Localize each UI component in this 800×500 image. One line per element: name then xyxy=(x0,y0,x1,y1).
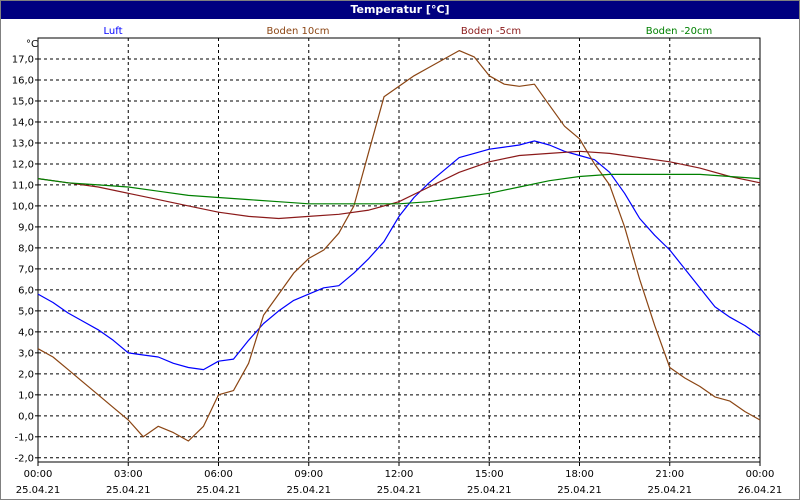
y-tick-label: 6,0 xyxy=(18,285,34,296)
y-tick-label: 11,0 xyxy=(12,180,34,191)
y-tick-label: 2,0 xyxy=(18,369,34,380)
y-tick-label: -1,0 xyxy=(14,432,34,443)
legend: Luft Boden 10cm Boden -5cm Boden -20cm xyxy=(104,26,713,37)
y-tick-label: 5,0 xyxy=(18,306,34,317)
y-tick-label: 8,0 xyxy=(18,243,34,254)
x-axis-ticks: 00:00 25.04.21 03:00 25.04.21 06:00 25.04.21 0… xyxy=(16,462,783,496)
y-tick-label: 13,0 xyxy=(12,138,34,149)
y-tick-label: 14,0 xyxy=(12,117,34,128)
y-tick-label: 7,0 xyxy=(18,264,34,275)
x-tick-date: 25.04.21 xyxy=(286,485,331,496)
y-tick-label: 4,0 xyxy=(18,327,34,338)
chart-title: Temperatur [°C] xyxy=(1,1,799,19)
y-tick-label: 3,0 xyxy=(18,348,34,359)
y-tick-label: 9,0 xyxy=(18,222,34,233)
series-line-3 xyxy=(37,150,761,220)
legend-entry: Luft xyxy=(104,26,123,37)
x-tick-time: 00:00 xyxy=(746,469,775,480)
y-tick-label: 1,0 xyxy=(18,390,34,401)
series-lines xyxy=(37,49,761,442)
y-tick-label: 15,0 xyxy=(12,96,34,107)
grid xyxy=(38,38,760,462)
series-line-4 xyxy=(37,173,761,205)
legend-entry: Boden 10cm xyxy=(267,26,330,37)
x-tick-time: 06:00 xyxy=(204,469,233,480)
x-tick-date: 25.04.21 xyxy=(16,485,61,496)
x-tick-time: 18:00 xyxy=(565,469,594,480)
x-tick-date: 25.04.21 xyxy=(467,485,512,496)
x-tick-date: 25.04.21 xyxy=(377,485,422,496)
x-tick-time: 03:00 xyxy=(114,469,143,480)
x-tick-date: 25.04.21 xyxy=(647,485,692,496)
y-tick-label: 17,0 xyxy=(12,54,34,65)
x-tick-time: 00:00 xyxy=(24,469,53,480)
x-tick-time: 15:00 xyxy=(475,469,504,480)
y-tick-label: 10,0 xyxy=(12,201,34,212)
y-axis-unit: °C xyxy=(26,39,38,50)
y-tick-label: 16,0 xyxy=(12,75,34,86)
x-tick-time: 21:00 xyxy=(655,469,684,480)
x-tick-date: 25.04.21 xyxy=(557,485,602,496)
y-axis-ticks: 17,0 16,0 15,0 14,0 13,0 12,0 11,0 10,0 9,0 8,0 7,… xyxy=(12,54,38,464)
legend-entry: Boden -20cm xyxy=(646,26,713,37)
x-tick-time: 12:00 xyxy=(385,469,414,480)
y-tick-label: 12,0 xyxy=(12,159,34,170)
series-line-1 xyxy=(37,140,761,371)
x-tick-date: 25.04.21 xyxy=(196,485,241,496)
y-tick-label: 0,0 xyxy=(18,411,34,422)
legend-entry: Boden -5cm xyxy=(461,26,521,37)
series-line-2 xyxy=(37,49,761,442)
x-tick-time: 09:00 xyxy=(294,469,323,480)
x-tick-date: 25.04.21 xyxy=(106,485,151,496)
x-tick-date: 26.04.21 xyxy=(738,485,783,496)
y-tick-label: -2,0 xyxy=(14,453,34,464)
